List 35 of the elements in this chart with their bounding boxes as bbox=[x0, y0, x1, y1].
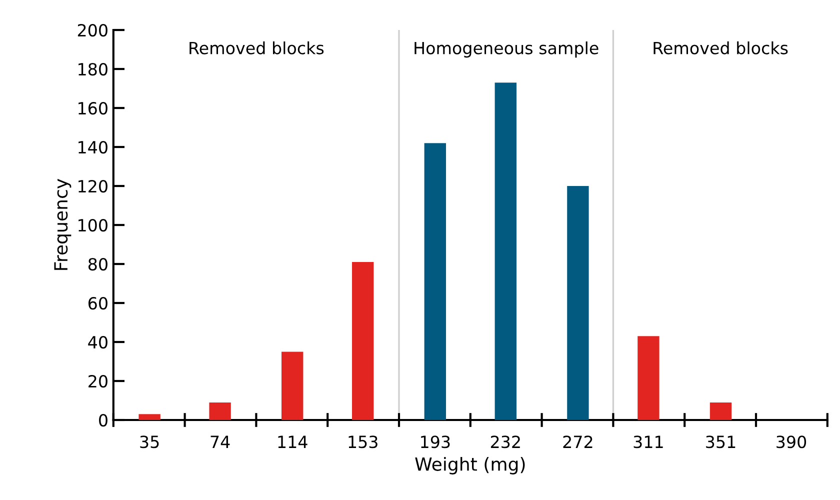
x-tick-label: 74 bbox=[210, 436, 230, 448]
y-axis-title: Frequency bbox=[54, 178, 72, 270]
x-tick-label: 153 bbox=[348, 436, 378, 448]
x-tick-label: 311 bbox=[634, 436, 663, 448]
x-axis-title: Weight (mg) bbox=[415, 456, 525, 474]
bar bbox=[567, 186, 589, 420]
y-tick-label: 60 bbox=[88, 296, 108, 310]
x-tick-label: 351 bbox=[706, 436, 736, 448]
x-tick-label: 193 bbox=[421, 436, 450, 448]
annotation: Removed blocks bbox=[654, 41, 788, 54]
y-tick-label: 200 bbox=[78, 24, 108, 37]
bar bbox=[710, 402, 732, 420]
bar bbox=[494, 82, 516, 420]
y-tick-label: 140 bbox=[78, 140, 108, 154]
y-tick-label: 80 bbox=[88, 258, 108, 271]
bar bbox=[352, 262, 374, 420]
y-tick-label: 20 bbox=[88, 374, 108, 388]
y-tick-label: 40 bbox=[88, 336, 108, 349]
bar bbox=[282, 352, 304, 420]
y-tick-label: 180 bbox=[78, 62, 108, 76]
x-tick-label: 272 bbox=[563, 436, 592, 448]
y-tick-label: 120 bbox=[78, 180, 108, 193]
x-tick-label: 232 bbox=[490, 436, 520, 448]
y-tick-label: 160 bbox=[78, 102, 108, 115]
y-tick-label: 0 bbox=[99, 414, 108, 427]
annotation: Homogeneous sample bbox=[414, 41, 598, 58]
bar bbox=[424, 143, 446, 420]
bar bbox=[638, 336, 660, 420]
x-tick-label: 390 bbox=[776, 436, 806, 448]
x-tick-label: 35 bbox=[140, 436, 159, 448]
annotation: Removed blocks bbox=[190, 41, 324, 54]
bar bbox=[138, 414, 160, 420]
y-tick-label: 100 bbox=[78, 218, 108, 232]
x-tick-label: 114 bbox=[278, 436, 308, 448]
bar bbox=[209, 402, 231, 420]
